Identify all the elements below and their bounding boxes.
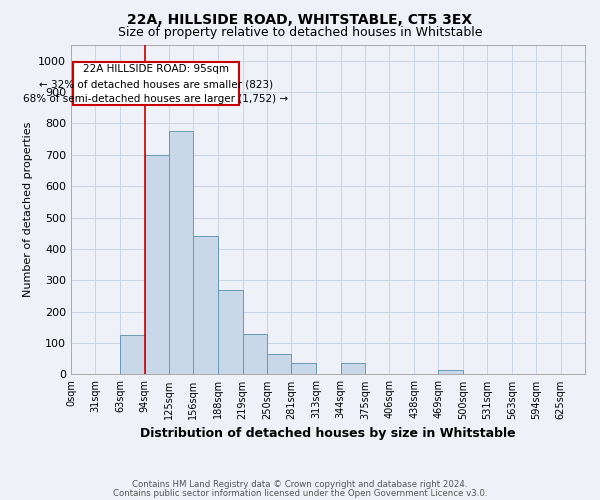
Text: 22A, HILLSIDE ROAD, WHITSTABLE, CT5 3EX: 22A, HILLSIDE ROAD, WHITSTABLE, CT5 3EX <box>127 12 473 26</box>
FancyBboxPatch shape <box>73 62 239 105</box>
Bar <box>145 155 169 374</box>
Text: Contains public sector information licensed under the Open Government Licence v3: Contains public sector information licen… <box>113 489 487 498</box>
Bar <box>291 364 316 374</box>
Bar <box>193 236 218 374</box>
Bar <box>267 354 291 374</box>
Bar <box>121 335 145 374</box>
Text: Size of property relative to detached houses in Whitstable: Size of property relative to detached ho… <box>118 26 482 39</box>
Bar <box>218 290 242 374</box>
Bar <box>439 370 463 374</box>
Text: 22A HILLSIDE ROAD: 95sqm
← 32% of detached houses are smaller (823)
68% of semi-: 22A HILLSIDE ROAD: 95sqm ← 32% of detach… <box>23 64 288 104</box>
Bar <box>242 334 267 374</box>
Bar <box>169 132 193 374</box>
Bar <box>341 364 365 374</box>
X-axis label: Distribution of detached houses by size in Whitstable: Distribution of detached houses by size … <box>140 427 516 440</box>
Text: Contains HM Land Registry data © Crown copyright and database right 2024.: Contains HM Land Registry data © Crown c… <box>132 480 468 489</box>
Y-axis label: Number of detached properties: Number of detached properties <box>23 122 32 298</box>
